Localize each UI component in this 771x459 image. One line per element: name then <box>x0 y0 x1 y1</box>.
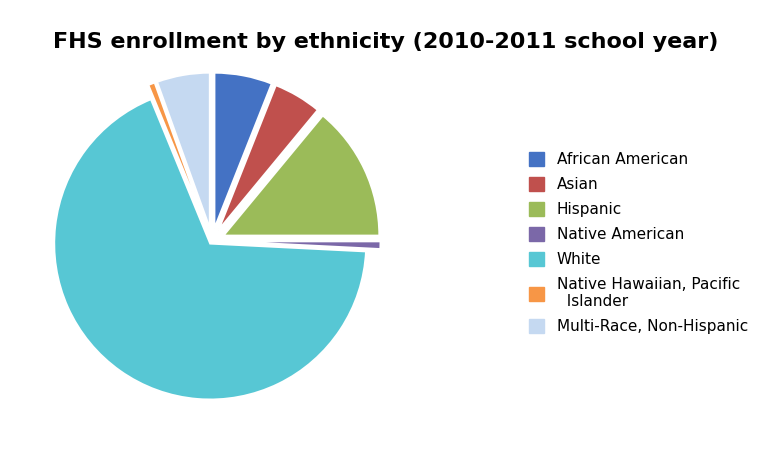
Wedge shape <box>148 83 207 230</box>
Legend: African American, Asian, Hispanic, Native American, White, Native Hawaiian, Paci: African American, Asian, Hispanic, Nativ… <box>529 152 748 335</box>
Wedge shape <box>224 115 379 235</box>
Wedge shape <box>157 73 210 229</box>
Wedge shape <box>218 85 318 230</box>
Text: FHS enrollment by ethnicity (2010-2011 school year): FHS enrollment by ethnicity (2010-2011 s… <box>52 32 719 52</box>
Wedge shape <box>224 241 381 249</box>
Wedge shape <box>54 99 366 400</box>
Wedge shape <box>214 73 272 229</box>
